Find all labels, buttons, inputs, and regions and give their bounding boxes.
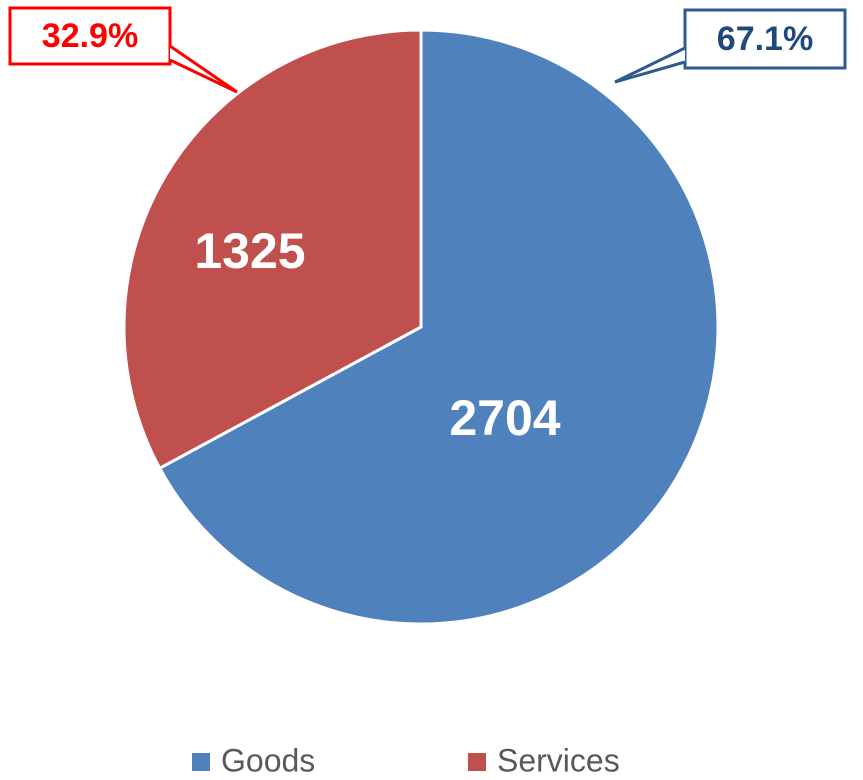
pie-slice: [122, 28, 423, 471]
data-label: 1325: [194, 223, 305, 279]
percent-label: 67.1%: [717, 20, 813, 58]
legend-label: Goods: [221, 742, 315, 778]
legend-label: Services: [497, 742, 620, 778]
callout-pointer: [614, 46, 686, 84]
data-label: 2704: [449, 390, 560, 446]
pie-slice: [157, 28, 720, 626]
legend-swatch: [192, 753, 210, 771]
legend-swatch: [468, 753, 486, 771]
percent-label: 32.9%: [42, 17, 138, 55]
callout-box: [8, 6, 172, 66]
callout-pointer: [169, 44, 238, 94]
